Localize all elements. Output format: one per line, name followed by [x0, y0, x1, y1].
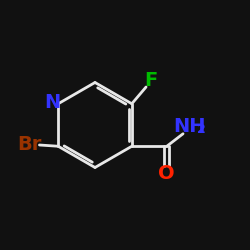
Text: 2: 2 [197, 123, 206, 136]
Text: F: F [144, 70, 157, 90]
Text: O: O [158, 164, 175, 183]
Text: Br: Br [17, 136, 42, 154]
Text: NH: NH [173, 117, 206, 136]
Text: N: N [44, 93, 60, 112]
